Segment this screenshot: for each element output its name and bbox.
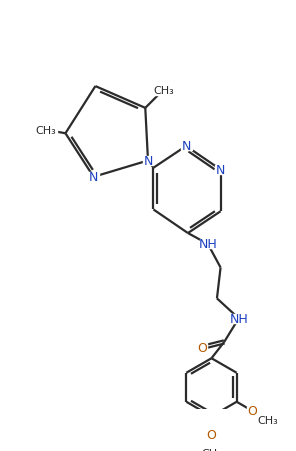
Text: NH: NH <box>229 312 248 325</box>
Bar <box>215 166 226 175</box>
Bar <box>88 173 99 182</box>
Text: CH₃: CH₃ <box>201 447 222 451</box>
Bar <box>34 125 57 135</box>
Text: O: O <box>247 405 257 418</box>
Bar <box>143 156 153 166</box>
Bar <box>200 447 223 451</box>
Text: CH₃: CH₃ <box>153 86 174 96</box>
Text: N: N <box>216 164 225 177</box>
Text: O: O <box>197 341 207 354</box>
Bar <box>256 415 280 425</box>
Bar <box>181 142 192 151</box>
Text: CH₃: CH₃ <box>258 415 279 425</box>
Bar <box>231 314 247 323</box>
Text: N: N <box>89 171 98 184</box>
Text: N: N <box>181 140 191 153</box>
Text: CH₃: CH₃ <box>35 125 56 135</box>
Bar <box>197 343 207 352</box>
Text: O: O <box>207 428 216 441</box>
Text: NH: NH <box>199 238 217 251</box>
Bar <box>207 430 216 439</box>
Bar <box>152 86 175 96</box>
Bar <box>247 406 257 415</box>
Text: N: N <box>143 155 153 168</box>
Bar <box>200 240 215 249</box>
